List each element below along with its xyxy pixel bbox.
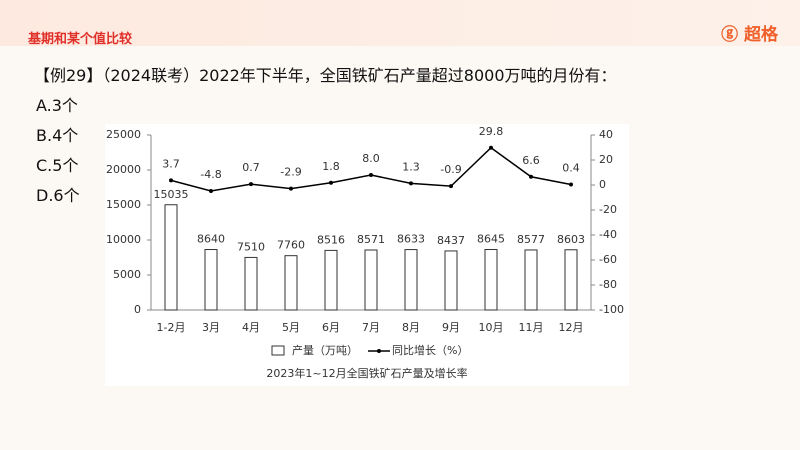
line-marker bbox=[449, 184, 453, 189]
bar bbox=[564, 249, 578, 311]
line-marker bbox=[369, 173, 373, 177]
bar bbox=[524, 249, 538, 311]
y-tick-label: 10000 bbox=[106, 233, 141, 246]
y-tick-label: 5000 bbox=[113, 268, 141, 281]
bar bbox=[284, 255, 298, 311]
line-label: 29.8 bbox=[479, 125, 504, 138]
y2-tick-label: -40 bbox=[599, 228, 617, 241]
logo: ⓖ 超格 bbox=[721, 25, 778, 45]
x-tick-label: 7月 bbox=[362, 321, 380, 334]
line-label: 8.0 bbox=[362, 152, 380, 165]
line-marker bbox=[329, 180, 333, 185]
line-label: 6.6 bbox=[522, 154, 540, 167]
y-tick-label: 15000 bbox=[106, 198, 141, 211]
bar-label: 7510 bbox=[237, 240, 265, 253]
header-title: 基期和某个值比较 bbox=[28, 32, 133, 47]
line-marker bbox=[529, 174, 533, 179]
y2-tick-label: -20 bbox=[599, 203, 617, 216]
line-label: 1.8 bbox=[322, 160, 340, 173]
bar-label: 8640 bbox=[197, 233, 225, 246]
line-label: 0.7 bbox=[242, 161, 260, 174]
line-label: -0.9 bbox=[440, 163, 461, 176]
x-tick-label: 6月 bbox=[322, 321, 340, 334]
y-tick-label: 25000 bbox=[106, 128, 141, 141]
legend-marker bbox=[377, 349, 381, 353]
option: A.3个 bbox=[36, 96, 78, 115]
x-tick-label: 10月 bbox=[479, 321, 504, 334]
bar-label: 7760 bbox=[277, 239, 305, 252]
y2-tick-label: -80 bbox=[599, 278, 617, 291]
bar-label: 8437 bbox=[437, 234, 465, 247]
option: B.4个 bbox=[36, 126, 79, 145]
line-label: 1.3 bbox=[402, 160, 420, 173]
y2-tick-label: -100 bbox=[599, 303, 624, 316]
y2-tick-label: 20 bbox=[599, 153, 613, 166]
x-tick-label: 11月 bbox=[519, 321, 544, 334]
line-marker bbox=[569, 182, 573, 187]
x-tick-label: 9月 bbox=[442, 321, 460, 334]
line-marker bbox=[489, 145, 493, 150]
chart-title: 2023年1~12月全国铁矿石产量及增长率 bbox=[266, 366, 467, 380]
line-label: -2.9 bbox=[280, 166, 301, 179]
bar-label: 8516 bbox=[317, 233, 345, 246]
bar bbox=[244, 256, 258, 311]
question: 【例29】（2024联考）2022年下半年，全国铁矿石产量超过8000万吨的月份… bbox=[34, 66, 617, 85]
legend-label: 产量（万吨） bbox=[292, 343, 358, 357]
header-bar: 基期和某个值比较 ⓖ 超格 bbox=[0, 0, 800, 47]
line-marker bbox=[169, 178, 173, 183]
y-tick-label: 20000 bbox=[106, 163, 141, 176]
x-tick-label: 5月 bbox=[282, 321, 300, 334]
y2-tick-label: -60 bbox=[599, 253, 617, 266]
line-marker bbox=[289, 186, 293, 191]
line-label: 0.4 bbox=[562, 162, 580, 175]
line-marker bbox=[209, 189, 213, 193]
bar-label: 8577 bbox=[517, 233, 545, 246]
bar bbox=[324, 249, 338, 311]
bar bbox=[484, 248, 498, 311]
x-tick-label: 12月 bbox=[559, 321, 584, 334]
legend-swatch bbox=[271, 345, 285, 356]
x-tick-label: 8月 bbox=[402, 321, 420, 334]
y-tick-label: 0 bbox=[134, 303, 141, 316]
line-marker bbox=[409, 181, 413, 186]
bar-label: 8603 bbox=[557, 233, 585, 246]
bar bbox=[364, 249, 378, 311]
x-tick-label: 1-2月 bbox=[157, 321, 186, 334]
bar bbox=[444, 250, 458, 311]
bar bbox=[164, 204, 178, 311]
y2-tick-label: 0 bbox=[599, 178, 606, 191]
bar-label: 15035 bbox=[154, 188, 189, 201]
x-tick-label: 3月 bbox=[202, 321, 220, 334]
bar-label: 8645 bbox=[477, 232, 505, 245]
bar-label: 8633 bbox=[397, 233, 425, 246]
y2-tick-label: 40 bbox=[599, 128, 613, 141]
line-marker bbox=[249, 182, 253, 187]
bar bbox=[404, 249, 418, 311]
option: C.5个 bbox=[36, 156, 79, 175]
bar bbox=[204, 249, 218, 311]
legend-label: 同比增长（%） bbox=[392, 343, 468, 357]
line-label: 3.7 bbox=[162, 157, 180, 170]
bar-label: 8571 bbox=[357, 233, 385, 246]
logo-text: 超格 bbox=[744, 25, 778, 45]
line-label: -4.8 bbox=[200, 168, 221, 181]
option: D.6个 bbox=[36, 186, 80, 205]
x-tick-label: 4月 bbox=[242, 321, 260, 334]
